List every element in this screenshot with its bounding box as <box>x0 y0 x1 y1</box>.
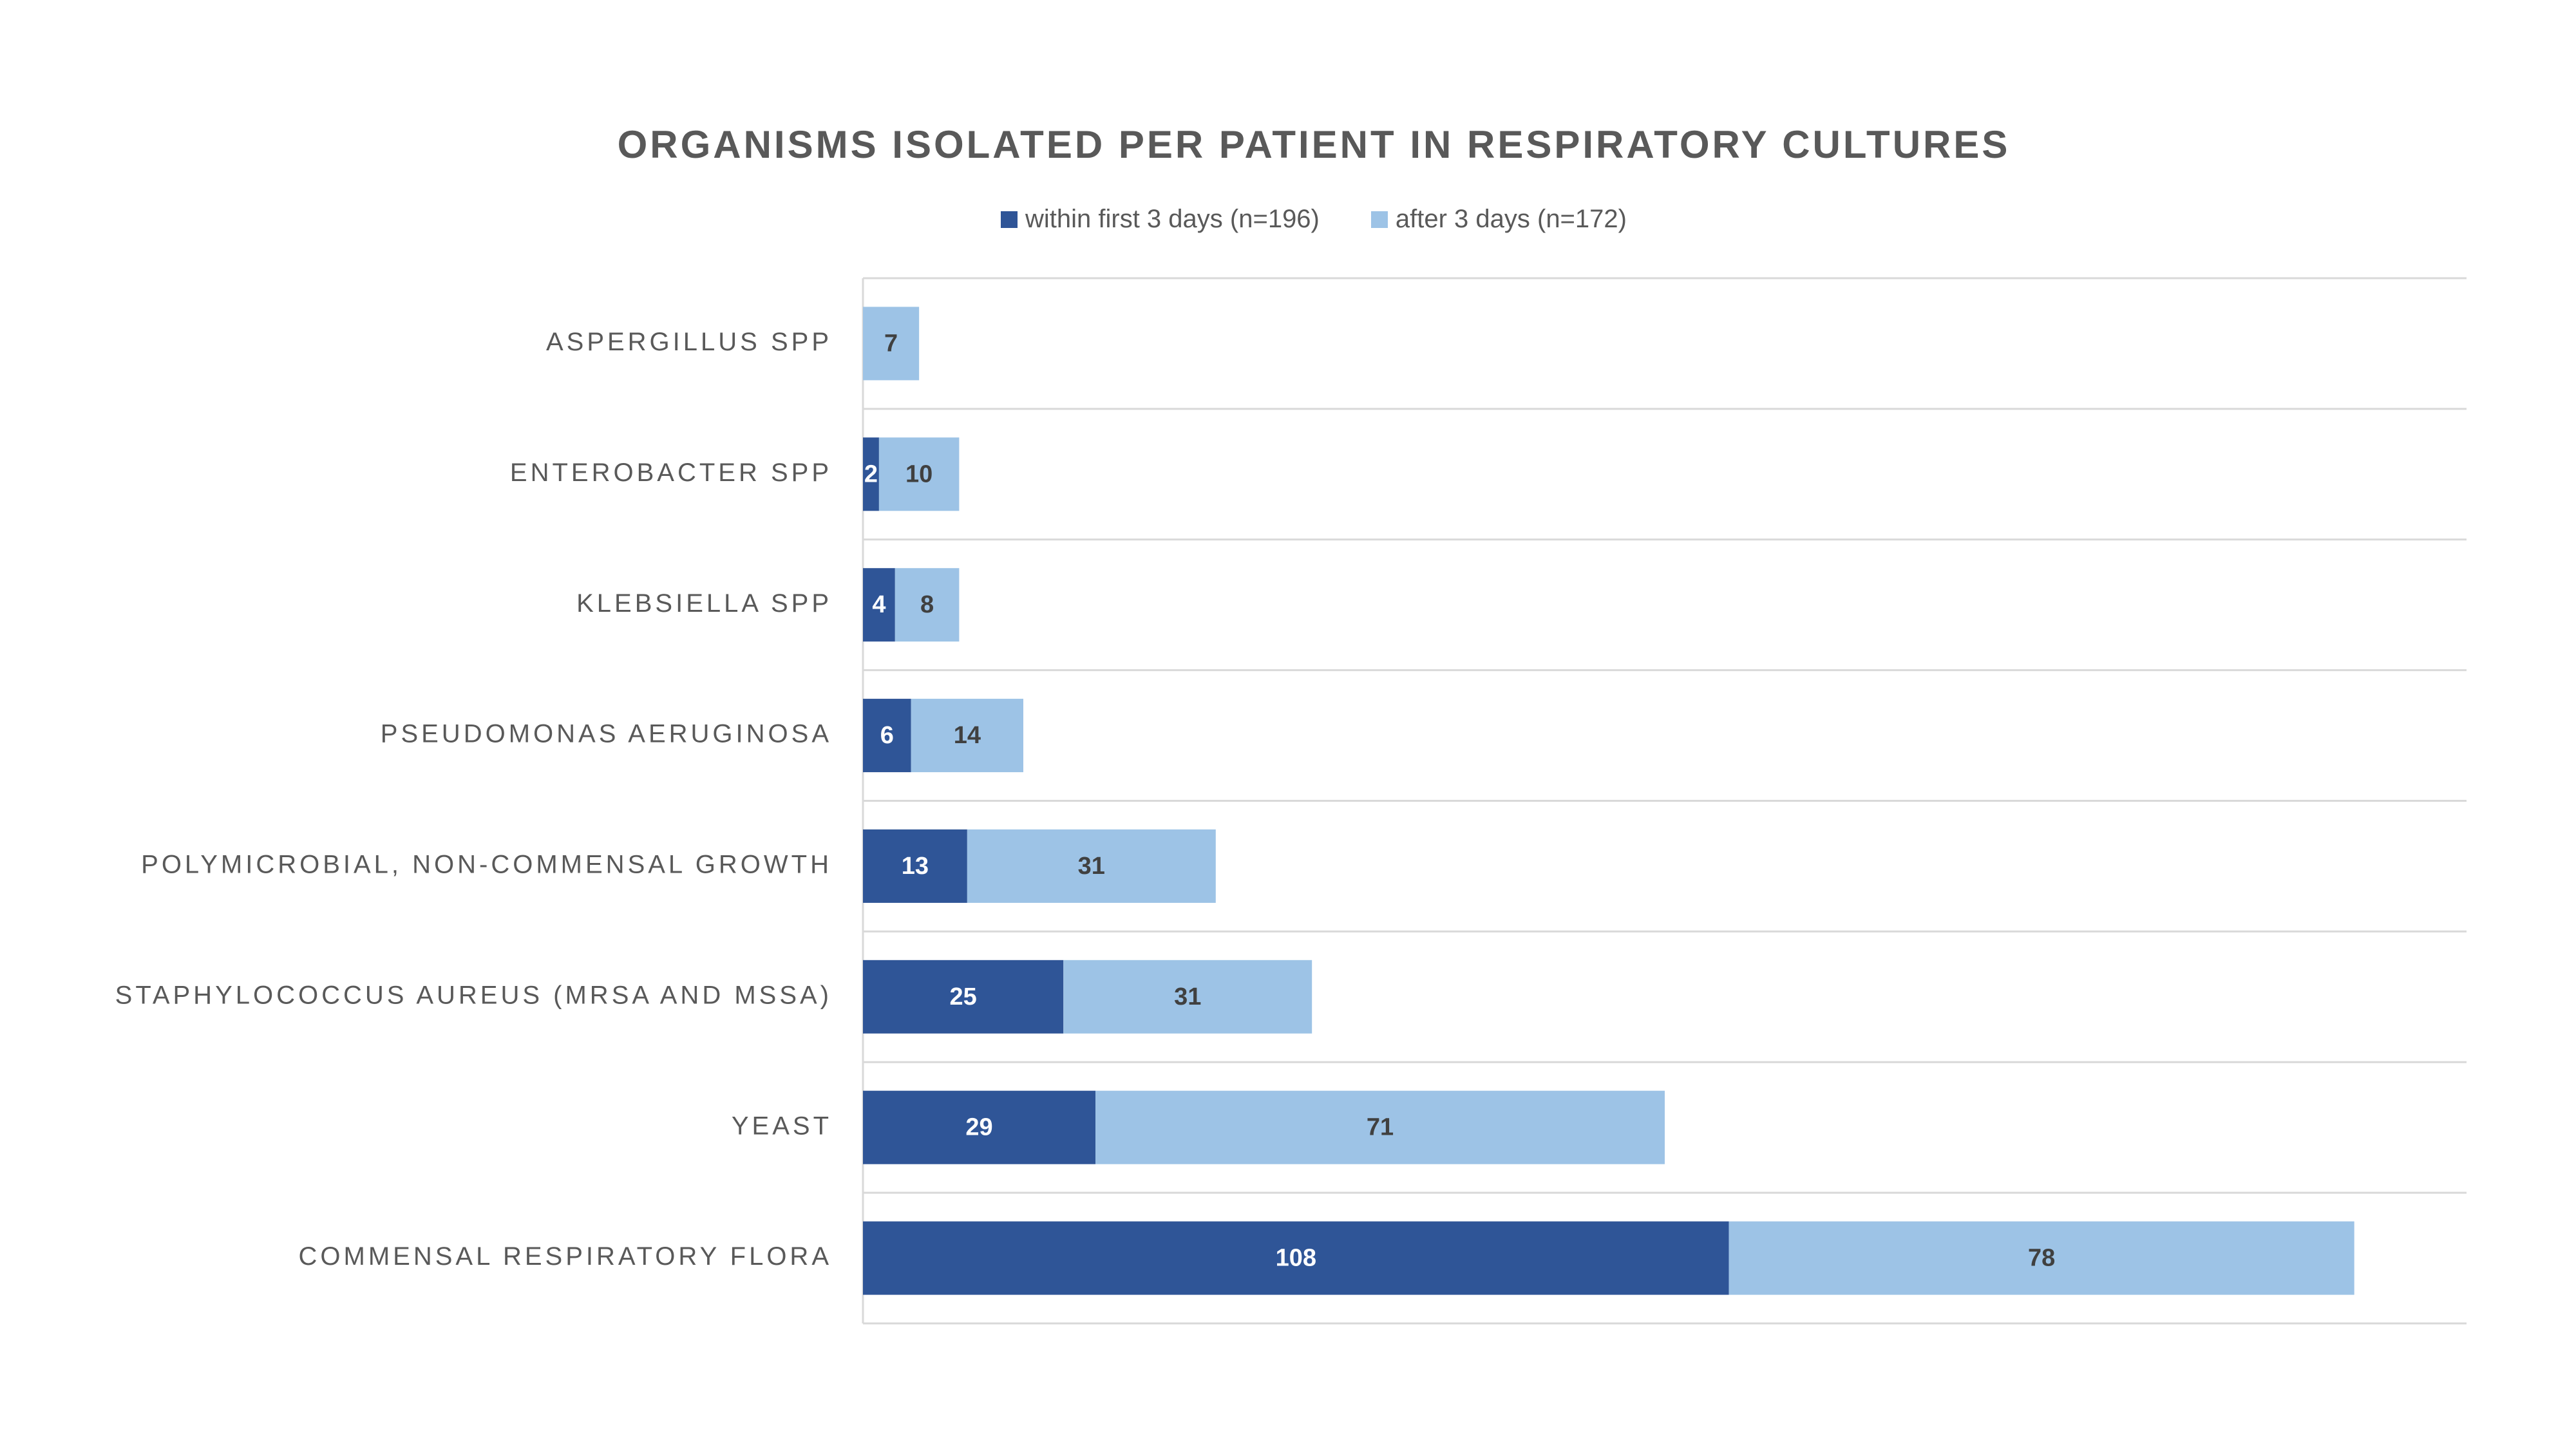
category-label: POLYMICROBIAL, NON-COMMENSAL GROWTH <box>141 851 832 879</box>
bar-after-3-days <box>1095 1090 1665 1164</box>
data-label: 31 <box>1174 983 1201 1010</box>
bar-within-first-3-days <box>863 1090 1096 1164</box>
bar-after-3-days <box>878 437 960 511</box>
data-label: 10 <box>905 460 933 488</box>
data-label: 29 <box>965 1114 992 1141</box>
legend-item-after-3-days: after 3 days (n=172) <box>1370 205 1627 234</box>
bar-after-3-days <box>967 829 1216 903</box>
legend-item-within-first-3-days: within first 3 days (n=196) <box>1001 205 1320 234</box>
data-label: 78 <box>2028 1245 2055 1272</box>
category-label: ASPERGILLUS SPP <box>546 328 832 356</box>
data-label: 2 <box>864 460 878 488</box>
bar-within-first-3-days <box>863 699 911 773</box>
bar-within-first-3-days <box>863 568 895 642</box>
bar-after-3-days <box>1063 960 1312 1034</box>
category-label: KLEBSIELLA SPP <box>576 589 832 618</box>
data-label: 108 <box>1276 1245 1316 1272</box>
legend: within first 3 days (n=196) after 3 days… <box>0 205 2576 234</box>
legend-swatch-after-3-days <box>1370 211 1388 228</box>
category-label: YEAST <box>732 1112 832 1140</box>
data-label: 8 <box>920 591 934 618</box>
bar-within-first-3-days <box>863 437 879 511</box>
category-label: COMMENSAL RESPIRATORY FLORA <box>299 1242 833 1271</box>
bar-after-3-days <box>911 699 1023 773</box>
bar-after-3-days <box>863 307 920 381</box>
bar-after-3-days <box>895 568 960 642</box>
data-label: 7 <box>884 330 898 357</box>
category-label: ENTEROBACTER SPP <box>510 459 832 487</box>
data-label: 14 <box>954 722 981 749</box>
legend-label-within-first-3-days: within first 3 days (n=196) <box>1025 205 1320 233</box>
legend-swatch-within-first-3-days <box>1001 211 1018 228</box>
bar-after-3-days <box>1728 1221 2354 1295</box>
bar-within-first-3-days <box>863 1221 1729 1295</box>
data-label: 4 <box>872 591 886 618</box>
chart-title: ORGANISMS ISOLATED PER PATIENT IN RESPIR… <box>617 123 2011 166</box>
bar-within-first-3-days <box>863 829 967 903</box>
category-label: STAPHYLOCOCCUS AUREUS (MRSA AND MSSA) <box>115 981 832 1009</box>
data-label: 25 <box>949 983 976 1010</box>
legend-label-after-3-days: after 3 days (n=172) <box>1395 205 1627 233</box>
bar-within-first-3-days <box>863 960 1064 1034</box>
data-label: 13 <box>902 853 929 880</box>
data-label: 31 <box>1078 853 1105 880</box>
data-label: 71 <box>1367 1114 1394 1141</box>
category-label: PSEUDOMONAS AERUGINOSA <box>381 720 832 748</box>
data-label: 6 <box>880 722 894 749</box>
